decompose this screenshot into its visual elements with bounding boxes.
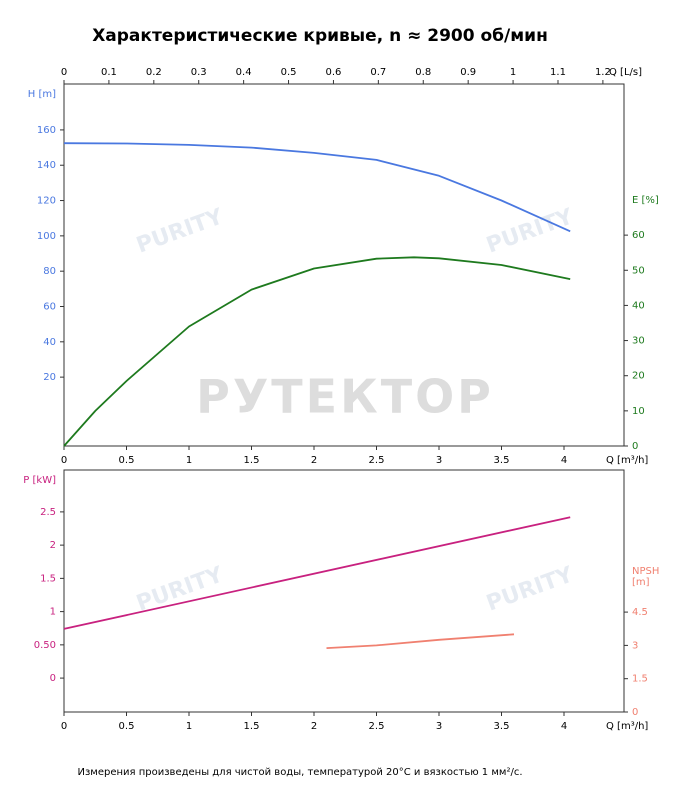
y-tick-label: 0.50 xyxy=(34,640,56,651)
y-axis-label: P [kW] xyxy=(23,475,56,486)
y2-tick-label: 4.5 xyxy=(632,607,648,618)
plot-frame xyxy=(63,83,625,447)
x2-tick-label: 1.2 xyxy=(595,67,611,78)
x-tick-label: 4 xyxy=(561,455,567,466)
x2-tick-label: 0.5 xyxy=(281,67,297,78)
y-tick-label: 40 xyxy=(43,337,56,348)
x-tick-label: 1 xyxy=(186,455,192,466)
x2-axis-label: Q [L/s] xyxy=(609,67,642,78)
y2-axis-label: E [%] xyxy=(632,195,659,206)
x2-tick-label: 0 xyxy=(61,67,67,78)
series-line xyxy=(326,633,515,649)
x2-tick-label: 1.1 xyxy=(550,67,566,78)
y2-tick-label: 30 xyxy=(632,336,645,347)
logo: PURITY xyxy=(483,562,577,617)
x-tick-label: 0.5 xyxy=(119,721,135,732)
title: Характеристические кривые, n ≈ 2900 об/м… xyxy=(92,26,548,46)
y-tick-label: 1 xyxy=(50,607,56,618)
x-tick-label: 2.5 xyxy=(369,721,385,732)
x2-tick-label: 0.9 xyxy=(460,67,476,78)
series-line xyxy=(63,516,571,630)
x2-tick-label: 0.8 xyxy=(415,67,431,78)
y-axis-label: H [m] xyxy=(28,89,56,100)
watermark: РУТЕКТОР xyxy=(196,370,494,424)
y-tick-label: 60 xyxy=(43,301,56,312)
x-tick-label: 1.5 xyxy=(244,721,260,732)
x2-tick-label: 1 xyxy=(510,67,516,78)
series-line xyxy=(63,142,571,233)
x-tick-label: 0 xyxy=(61,455,67,466)
x2-tick-label: 0.2 xyxy=(146,67,162,78)
y2-axis-label: NPSH xyxy=(632,566,659,577)
x-tick-label: 4 xyxy=(561,721,567,732)
x-tick-label: 3 xyxy=(436,455,442,466)
y-tick-label: 100 xyxy=(37,231,56,242)
logo: PURITY xyxy=(133,204,227,259)
y-tick-label: 140 xyxy=(37,160,56,171)
logo: PURITY xyxy=(483,204,577,259)
x-tick-label: 2.5 xyxy=(369,455,385,466)
x2-tick-label: 0.1 xyxy=(101,67,117,78)
x-tick-label: 3 xyxy=(436,721,442,732)
y-tick-label: 160 xyxy=(37,125,56,136)
y2-tick-label: 3 xyxy=(632,640,638,651)
x-tick-label: 3.5 xyxy=(494,455,510,466)
x2-tick-label: 0.4 xyxy=(236,67,252,78)
y2-tick-label: 50 xyxy=(632,265,645,276)
y-tick-label: 1.5 xyxy=(40,573,56,584)
y-tick-label: 2.5 xyxy=(40,507,56,518)
logo: PURITY xyxy=(133,562,227,617)
x-axis-label: Q [m³/h] xyxy=(606,721,648,732)
y2-tick-label: 1.5 xyxy=(632,674,648,685)
x2-tick-label: 0.6 xyxy=(325,67,341,78)
x-tick-label: 1.5 xyxy=(244,455,260,466)
x-axis-label: Q [m³/h] xyxy=(606,455,648,466)
x2-tick-label: 0.7 xyxy=(370,67,386,78)
x-tick-label: 0.5 xyxy=(119,455,135,466)
x-tick-label: 1 xyxy=(186,721,192,732)
x-tick-label: 2 xyxy=(311,721,317,732)
y-tick-label: 2 xyxy=(50,540,56,551)
y-tick-label: 0 xyxy=(50,673,56,684)
y2-tick-label: 40 xyxy=(632,300,645,311)
x-tick-label: 3.5 xyxy=(494,721,510,732)
x-tick-label: 2 xyxy=(311,455,317,466)
y-tick-label: 120 xyxy=(37,196,56,207)
y2-tick-label: 0 xyxy=(632,441,638,452)
y-tick-label: 80 xyxy=(43,266,56,277)
y2-tick-label: 20 xyxy=(632,371,645,382)
y-tick-label: 20 xyxy=(43,372,56,383)
series-line xyxy=(63,256,571,447)
y2-axis-label: [m] xyxy=(632,577,650,588)
plot-frame xyxy=(63,469,625,713)
y2-tick-label: 60 xyxy=(632,230,645,241)
footnote: Измерения произведены для чистой воды, т… xyxy=(78,767,523,778)
x2-tick-label: 0.3 xyxy=(191,67,207,78)
y2-tick-label: 10 xyxy=(632,406,645,417)
y2-tick-label: 0 xyxy=(632,707,638,718)
x-tick-label: 0 xyxy=(61,721,67,732)
